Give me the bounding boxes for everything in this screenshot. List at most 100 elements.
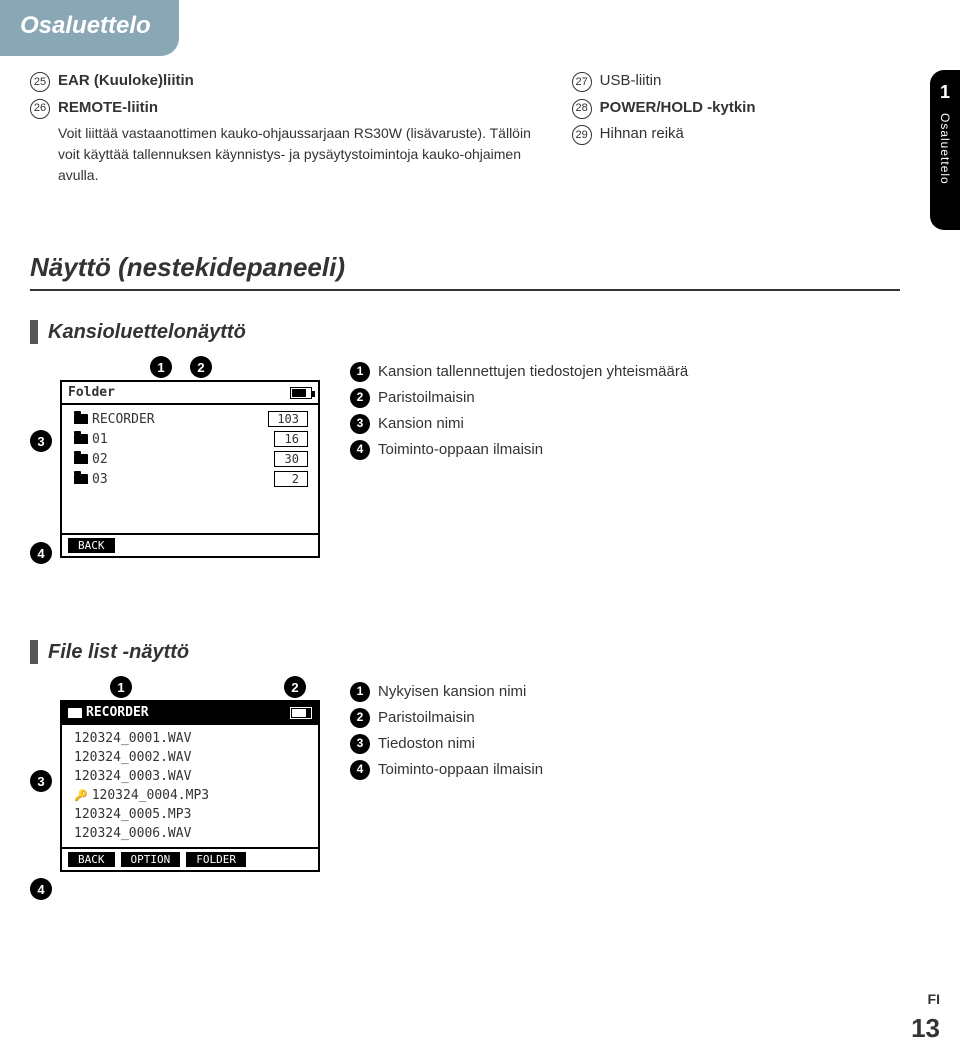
legend-item: 2Paristoilmaisin [350, 706, 900, 730]
lcd-row: 120324_0002.WAV [62, 748, 318, 767]
list-item: 29 Hihnan reikä [572, 123, 930, 146]
battery-icon [290, 707, 312, 719]
list-item: 26 REMOTE-liitin [30, 97, 532, 120]
callout-marker: 4 [30, 878, 52, 900]
legend-marker: 3 [350, 414, 370, 434]
callout-marker: 1 [150, 356, 172, 378]
footer-button: FOLDER [186, 852, 246, 867]
circled-number: 27 [572, 72, 592, 92]
item-label: REMOTE-liitin [58, 97, 158, 120]
side-chapter-tab: 1 Osaluettelo [930, 70, 960, 230]
row-count: 30 [274, 451, 308, 467]
circled-number: 26 [30, 99, 50, 119]
callout-marker: 3 [30, 430, 52, 452]
footer-button: BACK [68, 852, 115, 867]
legend-item: 1 Nykyisen kansion nimi [350, 680, 900, 704]
row-name: 03 [92, 472, 108, 487]
row-name: 120324_0002.WAV [74, 750, 191, 765]
heading-bar-icon [30, 640, 38, 664]
legend-item: 2Paristoilmaisin [350, 386, 900, 410]
legend-item: 1 Kansion tallennettujen tiedostojen yhte… [350, 360, 900, 384]
row-name: 02 [92, 452, 108, 467]
lcd-row: RECORDER 103 [62, 409, 318, 429]
lcd-screen: RECORDER 120324_0001.WAV 120324_0002.WAV… [60, 700, 320, 872]
legend-marker: 4 [350, 440, 370, 460]
chapter-label: Osaluettelo [938, 113, 952, 185]
lcd-title: RECORDER [86, 705, 149, 720]
lcd-row: 120324_0005.MP3 [62, 805, 318, 824]
legend-item: 4Toiminto-oppaan ilmaisin [350, 438, 900, 462]
callout-marker: 3 [30, 770, 52, 792]
legend-text: Nykyisen kansion nimi [378, 680, 526, 704]
subsection-title: File list -näyttö [48, 641, 189, 664]
list-item: 25 EAR (Kuuloke)liitin [30, 70, 532, 93]
row-name: 120324_0005.MP3 [74, 807, 191, 822]
folder-icon [74, 434, 88, 444]
legend-text: Kansion tallennettujen tiedostojen yhtei… [378, 360, 688, 384]
lcd-title-row: Folder [62, 382, 318, 405]
legend-item: 3 Tiedoston nimi [350, 732, 900, 756]
subsection-heading: Kansioluettelonäyttö [30, 320, 900, 344]
row-name: 01 [92, 432, 108, 447]
legend: 1Nykyisen kansion nimi 2Paristoilmaisin … [350, 680, 900, 784]
legend: 1 Kansion tallennettujen tiedostojen yhte… [350, 360, 900, 464]
folder-icon [74, 454, 88, 464]
legend-text: Tiedoston nimi [378, 732, 475, 756]
legend-text: Toiminto-oppaan ilmaisin [378, 758, 543, 782]
legend-marker: 3 [350, 734, 370, 754]
item-label: USB-liitin [600, 70, 662, 93]
row-count: 16 [274, 431, 308, 447]
legend-marker: 2 [350, 388, 370, 408]
legend-item: 4Toiminto-oppaan ilmaisin [350, 758, 900, 782]
lcd-row: 01 16 [62, 429, 318, 449]
subsection-title: Kansioluettelonäyttö [48, 321, 246, 344]
footer-button: BACK [68, 538, 115, 553]
subsection-heading: File list -näyttö [30, 640, 900, 664]
item-label: POWER/HOLD -kytkin [600, 97, 756, 120]
folder-list-section: Kansioluettelonäyttö 1 2 3 4 Folder RECO… [30, 320, 900, 558]
callout-marker: 4 [30, 542, 52, 564]
callout-marker: 1 [110, 676, 132, 698]
lcd-row: 120324_0003.WAV [62, 767, 318, 786]
legend-item: 3 Kansion nimi [350, 412, 900, 436]
lcd-wrap: 1 2 3 4 RECORDER 120324_0001.WAV 120324_… [30, 680, 320, 872]
row-name: 120324_0006.WAV [74, 826, 191, 841]
battery-icon [290, 387, 312, 399]
circled-number: 25 [30, 72, 50, 92]
lcd-footer: BACK OPTION FOLDER [62, 847, 318, 870]
lcd-screen: Folder RECORDER 103 01 16 02 30 [60, 380, 320, 558]
language-code: FI [911, 991, 940, 1007]
row-name: 120324_0001.WAV [74, 731, 191, 746]
key-icon: 🔑 [74, 789, 88, 802]
intro-columns: 25 EAR (Kuuloke)liitin 26 REMOTE-liitin … [30, 70, 930, 186]
lcd-body: RECORDER 103 01 16 02 30 03 2 [62, 405, 318, 493]
page-footer: FI 13 [911, 991, 940, 1044]
left-column: 25 EAR (Kuuloke)liitin 26 REMOTE-liitin … [30, 70, 532, 186]
lcd-row: 120324_0001.WAV [62, 729, 318, 748]
row-name: 120324_0003.WAV [74, 769, 191, 784]
legend-text: Kansion nimi [378, 412, 464, 436]
legend-marker: 2 [350, 708, 370, 728]
file-list-section: File list -näyttö 1 2 3 4 RECORDER 12032… [30, 640, 900, 872]
lcd-body: 120324_0001.WAV 120324_0002.WAV 120324_0… [62, 725, 318, 847]
right-column: 27 USB-liitin 28 POWER/HOLD -kytkin 29 H… [572, 70, 930, 186]
row-count: 2 [274, 471, 308, 487]
folder-icon [74, 474, 88, 484]
chapter-number: 1 [940, 82, 950, 103]
legend-marker: 1 [350, 362, 370, 382]
item-description: Voit liittää vastaanottimen kauko-ohjaus… [58, 123, 532, 186]
item-label: Hihnan reikä [600, 123, 684, 146]
row-name: RECORDER [92, 412, 155, 427]
section-heading: Näyttö (nestekidepaneeli) [30, 252, 900, 291]
lcd-row: 03 2 [62, 469, 318, 489]
legend-marker: 1 [350, 682, 370, 702]
page-header-tab: Osaluettelo [0, 0, 179, 56]
page-number: 13 [911, 1013, 940, 1044]
page-title: Osaluettelo [20, 12, 151, 39]
heading-bar-icon [30, 320, 38, 344]
list-item: 28 POWER/HOLD -kytkin [572, 97, 930, 120]
callout-marker: 2 [190, 356, 212, 378]
folder-icon [74, 414, 88, 424]
row-name: 120324_0004.MP3 [92, 788, 209, 803]
footer-button: OPTION [121, 852, 181, 867]
